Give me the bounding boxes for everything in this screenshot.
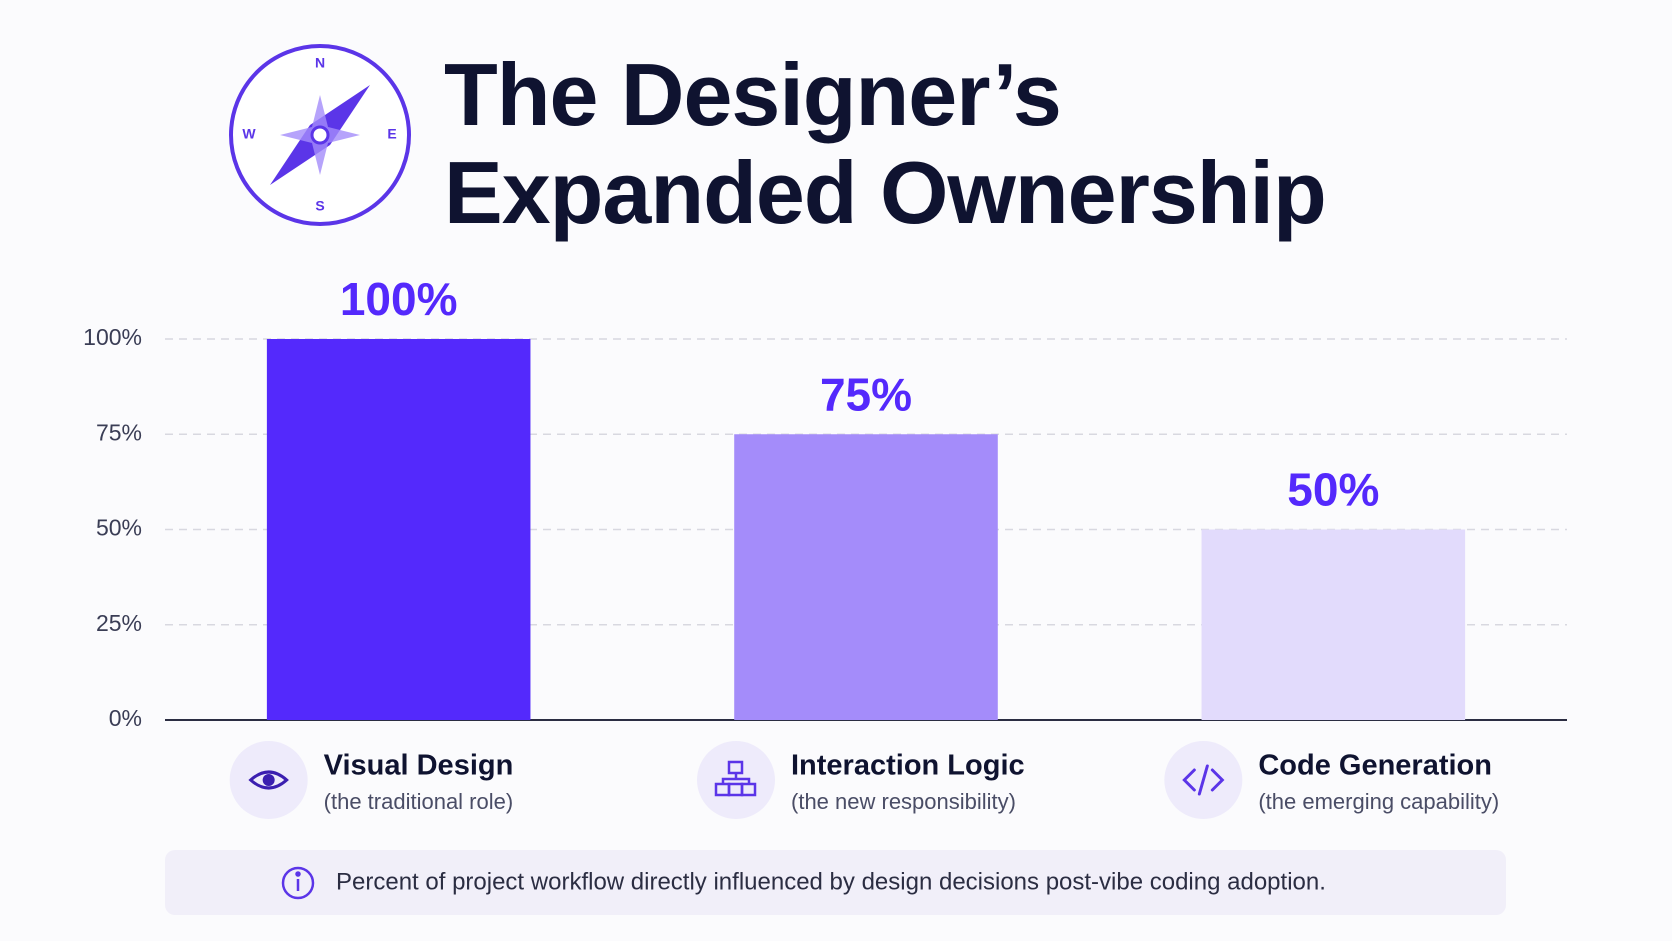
compass-label: N (315, 55, 325, 71)
chart-title: The Designer’s Expanded Ownership (444, 45, 1327, 242)
value-label: 50% (1287, 464, 1379, 516)
category-icon (1182, 764, 1225, 796)
category-icon (248, 770, 289, 790)
bar (1201, 529, 1466, 720)
compass-icon (229, 44, 411, 226)
bar (266, 339, 531, 720)
category-note: (the new responsibility) (791, 789, 1016, 814)
y-tick-label: 50% (96, 515, 142, 541)
icon (262, 774, 275, 786)
value-label: 100% (340, 273, 458, 325)
y-tick-label: 75% (96, 419, 142, 445)
compass-label: S (315, 198, 324, 214)
note: Percent of project workflow directly inf… (336, 868, 1326, 895)
y-tick-label: 25% (96, 610, 142, 636)
bar (734, 434, 998, 720)
icon (1182, 764, 1225, 796)
note-box (165, 850, 1506, 915)
info-icon (281, 866, 315, 900)
icon (721, 773, 751, 784)
compass-label: W (242, 126, 256, 142)
category-note: (the emerging capability) (1258, 789, 1499, 814)
icon (248, 770, 289, 790)
x-tick-label: Interaction Logic (791, 750, 1025, 782)
category-icon (714, 760, 757, 797)
value-label: 75% (820, 368, 912, 420)
x-tick-label: Visual Design (324, 750, 514, 782)
y-tick-label: 0% (109, 705, 142, 731)
compass-label: E (387, 126, 396, 142)
category-note: (the traditional role) (324, 789, 514, 814)
x-tick-label: Code Generation (1258, 750, 1492, 782)
y-tick-label: 100% (83, 324, 142, 350)
